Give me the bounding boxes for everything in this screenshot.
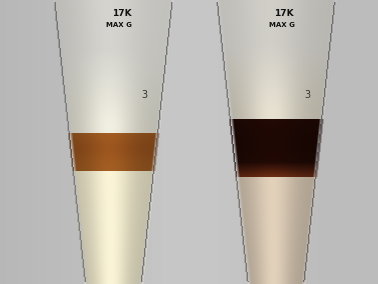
Text: 17K: 17K <box>112 9 131 18</box>
Text: MAX G: MAX G <box>107 22 132 28</box>
Text: 3: 3 <box>304 90 310 100</box>
Text: 3: 3 <box>141 90 147 100</box>
Text: MAX G: MAX G <box>269 22 295 28</box>
Text: 17K: 17K <box>274 9 294 18</box>
